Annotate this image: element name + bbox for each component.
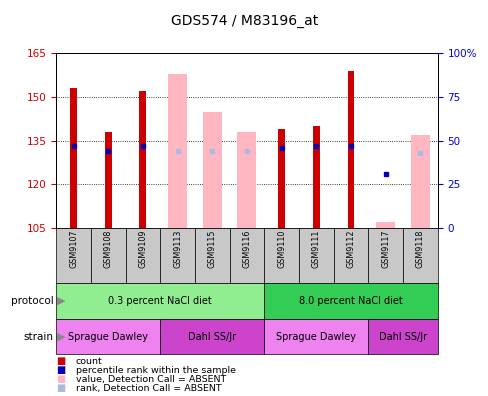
Text: 8.0 percent NaCl diet: 8.0 percent NaCl diet xyxy=(299,296,402,306)
Text: GSM9118: GSM9118 xyxy=(415,229,424,268)
Bar xyxy=(278,129,285,228)
Text: Sprague Dawley: Sprague Dawley xyxy=(68,331,148,342)
Text: GSM9115: GSM9115 xyxy=(207,229,216,268)
Text: ■: ■ xyxy=(56,383,65,394)
Bar xyxy=(70,88,77,228)
Bar xyxy=(91,228,125,283)
Text: strain: strain xyxy=(24,331,54,342)
Bar xyxy=(264,283,437,319)
Text: percentile rank within the sample: percentile rank within the sample xyxy=(76,366,235,375)
Bar xyxy=(56,228,91,283)
Bar xyxy=(56,319,160,354)
Bar xyxy=(264,228,298,283)
Bar xyxy=(367,319,437,354)
Text: GSM9113: GSM9113 xyxy=(173,229,182,268)
Bar xyxy=(410,135,429,228)
Bar xyxy=(160,319,264,354)
Text: GSM9108: GSM9108 xyxy=(103,229,113,268)
Bar xyxy=(298,228,333,283)
Bar xyxy=(195,228,229,283)
Text: protocol: protocol xyxy=(11,296,54,306)
Bar xyxy=(402,228,437,283)
Text: ▶: ▶ xyxy=(57,296,65,306)
Bar xyxy=(347,71,354,228)
Text: ■: ■ xyxy=(56,374,65,385)
Bar xyxy=(333,228,367,283)
Text: Sprague Dawley: Sprague Dawley xyxy=(276,331,356,342)
Text: rank, Detection Call = ABSENT: rank, Detection Call = ABSENT xyxy=(76,384,221,393)
Bar xyxy=(229,228,264,283)
Text: GSM9116: GSM9116 xyxy=(242,229,251,268)
Bar xyxy=(56,283,264,319)
Text: ■: ■ xyxy=(56,356,65,366)
Bar xyxy=(375,222,394,228)
Bar xyxy=(312,126,319,228)
Text: ■: ■ xyxy=(56,365,65,375)
Bar xyxy=(139,91,146,228)
Text: 0.3 percent NaCl diet: 0.3 percent NaCl diet xyxy=(108,296,212,306)
Text: ▶: ▶ xyxy=(57,331,65,342)
Text: count: count xyxy=(76,357,102,366)
Text: GSM9117: GSM9117 xyxy=(380,229,389,268)
Text: value, Detection Call = ABSENT: value, Detection Call = ABSENT xyxy=(76,375,225,384)
Text: Dahl SS/Jr: Dahl SS/Jr xyxy=(378,331,426,342)
Text: GSM9107: GSM9107 xyxy=(69,229,78,268)
Text: GSM9110: GSM9110 xyxy=(277,229,285,268)
Bar xyxy=(264,319,367,354)
Bar xyxy=(203,112,222,228)
Bar xyxy=(237,132,256,228)
Text: GSM9112: GSM9112 xyxy=(346,229,355,268)
Bar xyxy=(160,228,195,283)
Bar xyxy=(125,228,160,283)
Text: GSM9109: GSM9109 xyxy=(138,229,147,268)
Bar xyxy=(104,132,111,228)
Text: Dahl SS/Jr: Dahl SS/Jr xyxy=(188,331,236,342)
Text: GDS574 / M83196_at: GDS574 / M83196_at xyxy=(170,14,318,28)
Text: GSM9111: GSM9111 xyxy=(311,229,320,268)
Bar xyxy=(168,74,187,228)
Bar xyxy=(367,228,402,283)
